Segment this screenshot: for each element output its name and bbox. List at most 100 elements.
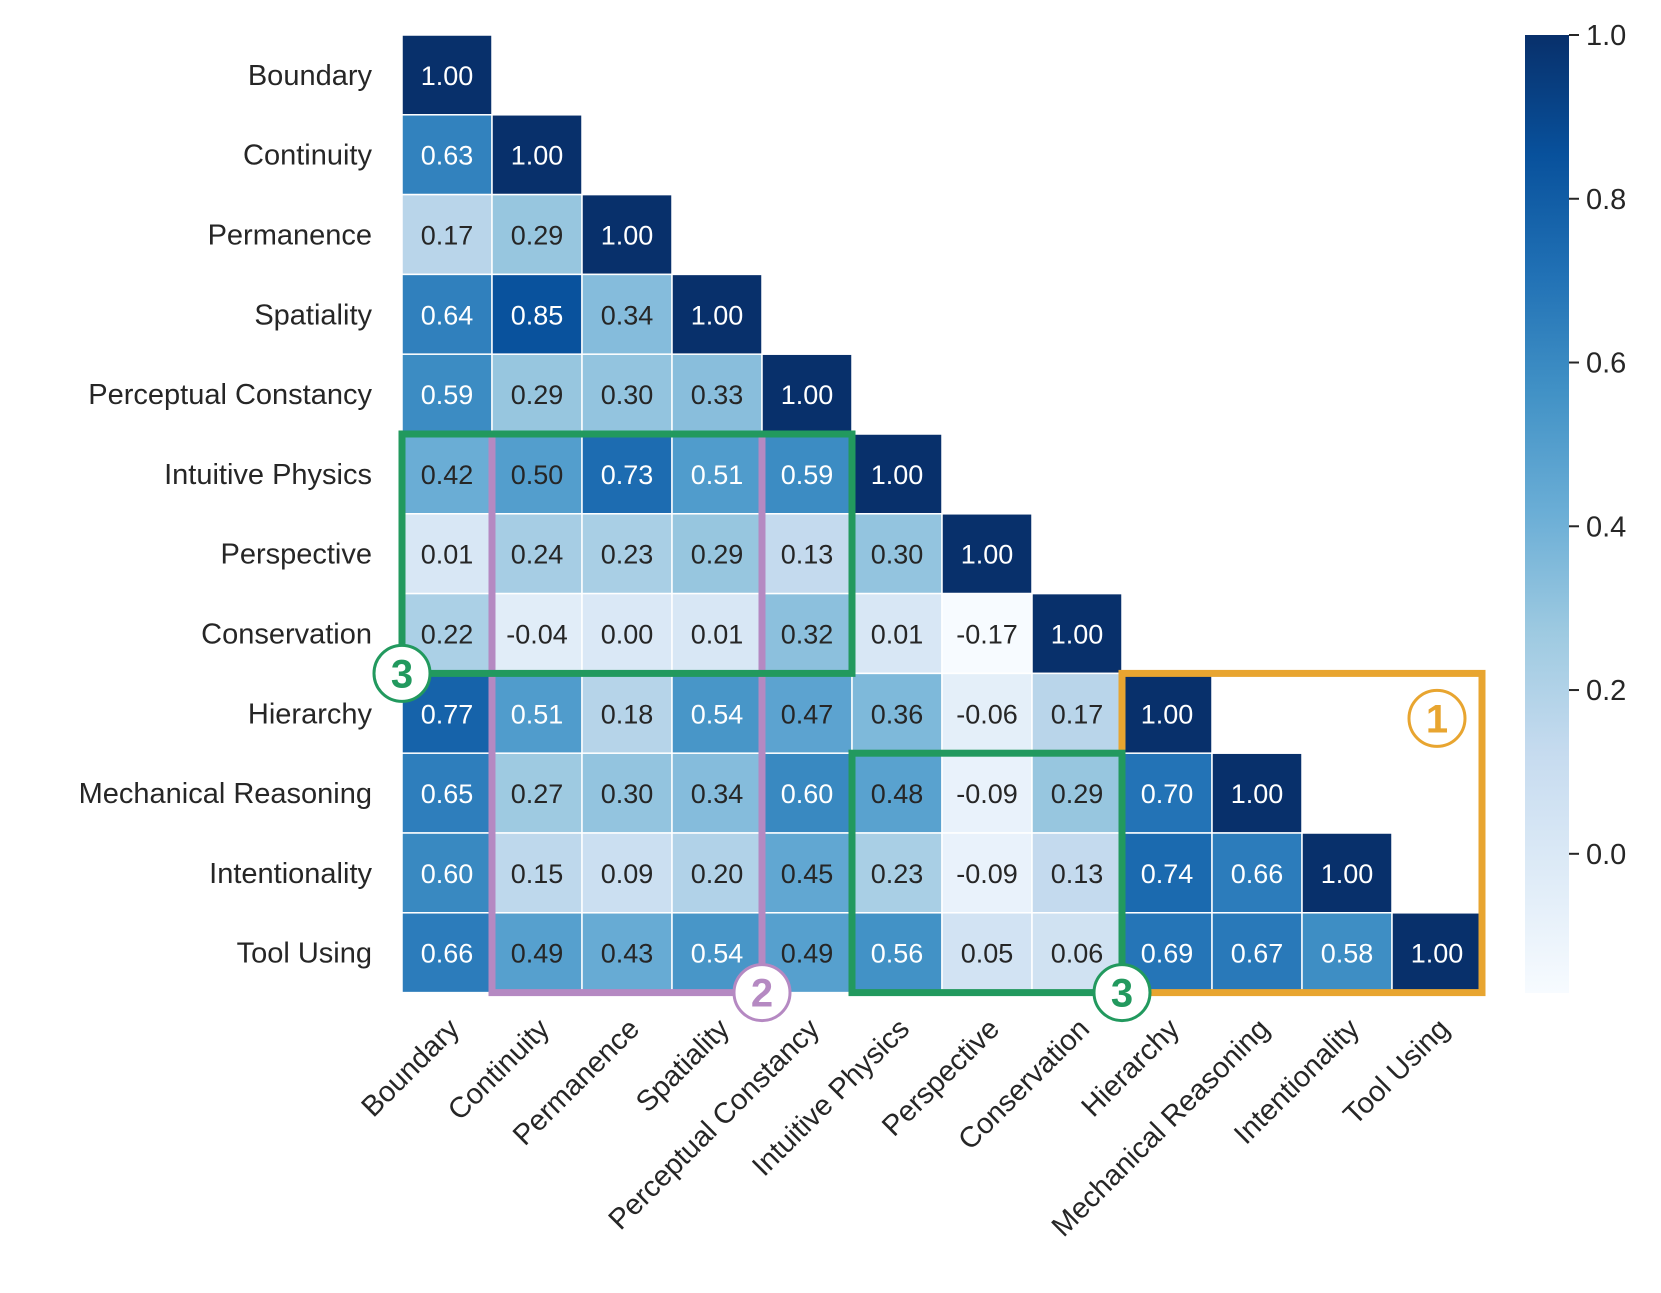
cell-value-label: 0.77 [421,699,474,729]
heatmap-cells: 1.00 0.63 1.00 0.17 0.29 1.00 0.64 0.85 0.34 1.00… [401,34,1483,994]
cell-value-label: 0.58 [1321,939,1374,969]
heatmap-cell [851,832,943,914]
heatmap-cell [581,193,673,276]
heatmap-cell [401,513,493,595]
heatmap-cell [581,912,673,994]
heatmap-cell [1031,752,1123,834]
cell-value-label: 0.67 [1231,939,1284,969]
cell-value-label: -0.09 [956,779,1018,809]
heatmap-cell [1301,832,1393,914]
cell-value-label: 0.32 [781,620,834,650]
heatmap-cell [671,513,763,595]
heatmap-cell [671,353,763,435]
heatmap-cell [491,353,583,435]
annotation-box [848,749,1126,997]
cell-value-label: 0.30 [601,380,654,410]
x-tick-label: Intuitive Physics [746,1013,916,1183]
cell-value-label: 0.09 [601,859,654,889]
cell-value-label: 0.29 [511,380,564,410]
cell-value-label: -0.04 [506,620,568,650]
heatmap-cell [671,433,763,515]
cell-value-label: 0.66 [1231,859,1284,889]
colorbar-tick-label: 0.2 [1586,675,1626,707]
heatmap-cell [851,672,943,754]
cell-value-label: 0.47 [781,699,834,729]
annotation-label: 1 [1426,697,1448,741]
heatmap-cell [1121,672,1213,754]
heatmap-cell [671,273,763,355]
heatmap-cell [761,752,853,834]
heatmap-cell [1031,592,1123,675]
highlight-annotations: 1 2 3 3 [372,430,1486,1023]
cell-value-label: 1.00 [1321,859,1374,889]
heatmap-cell [1121,832,1213,914]
cell-value-label: 0.23 [871,859,924,889]
heatmap-cell [1391,912,1483,994]
colorbar-tick-label: 1.0 [1586,20,1626,52]
heatmap-cell [491,912,583,994]
cell-value-label: 0.13 [1051,859,1104,889]
y-tick-label: Intentionality [209,858,372,890]
cell-value-label: -0.09 [956,859,1018,889]
y-axis-labels: Boundary Continuity Permanence Spatiality Pe… [79,60,373,970]
cell-value-label: -0.17 [956,620,1018,650]
colorbar-gradient [1525,35,1569,993]
cell-value-label: 0.29 [1051,779,1104,809]
cell-value-label: 0.13 [781,540,834,570]
cell-value-label: 0.34 [601,300,654,330]
heatmap-cell [581,752,673,834]
cell-value-label: 0.51 [691,460,744,490]
colorbar-tick-label: 0.6 [1586,348,1626,380]
cell-value-label: 0.54 [691,699,744,729]
y-tick-label: Continuity [243,140,372,172]
heatmap-cell [1211,912,1303,994]
y-tick-label: Conservation [201,619,372,651]
y-tick-label: Permanence [208,220,372,252]
cell-value-label: 0.15 [511,859,564,889]
heatmap-cell [491,273,583,355]
cell-value-label: 0.29 [691,540,744,570]
cell-value-label: -0.06 [956,699,1018,729]
cell-value-label: 0.01 [691,620,744,650]
heatmap-cell [1211,752,1303,834]
colorbar: 0.0 0.2 0.4 0.6 0.8 1.0 [1525,20,1626,993]
heatmap-cell [671,752,763,834]
cell-value-label: 0.30 [871,540,924,570]
cell-value-label: 1.00 [1411,939,1464,969]
heatmap-cell [401,912,493,994]
colorbar-tick-label: 0.4 [1586,511,1626,543]
cell-value-label: 0.64 [421,300,474,330]
annotation-label: 3 [391,652,413,696]
cell-value-label: 0.00 [601,620,654,650]
cell-value-label: 0.17 [1051,699,1104,729]
heatmap-cell [761,433,853,515]
cell-value-label: 0.34 [691,779,744,809]
cell-value-label: 0.05 [961,939,1014,969]
cell-value-label: 1.00 [421,61,474,91]
cell-value-label: 1.00 [1141,699,1194,729]
cell-value-label: 0.29 [511,221,564,251]
cell-value-label: 1.00 [691,300,744,330]
cell-value-label: 0.66 [421,939,474,969]
colorbar-ticks: 0.0 0.2 0.4 0.6 0.8 1.0 [1569,20,1626,871]
cell-value-label: 0.54 [691,939,744,969]
y-tick-label: Hierarchy [248,698,373,730]
cell-value-label: 0.63 [421,141,474,171]
cell-value-label: 0.42 [421,460,474,490]
heatmap-cell [401,832,493,914]
heatmap-cell [1121,752,1213,834]
cell-value-label: 0.27 [511,779,564,809]
cell-value-label: 0.69 [1141,939,1194,969]
heatmap-cell [851,912,943,994]
cell-value-label: 1.00 [1051,620,1104,650]
heatmap-cell [851,513,943,595]
heatmap-cell [671,832,763,914]
cell-value-label: 0.49 [511,939,564,969]
cell-value-label: 0.51 [511,699,564,729]
cell-value-label: 0.85 [511,300,564,330]
cell-value-label: 0.01 [421,540,474,570]
cell-value-label: 0.74 [1141,859,1194,889]
y-tick-label: Perspective [220,539,372,571]
cell-value-label: 1.00 [961,540,1014,570]
